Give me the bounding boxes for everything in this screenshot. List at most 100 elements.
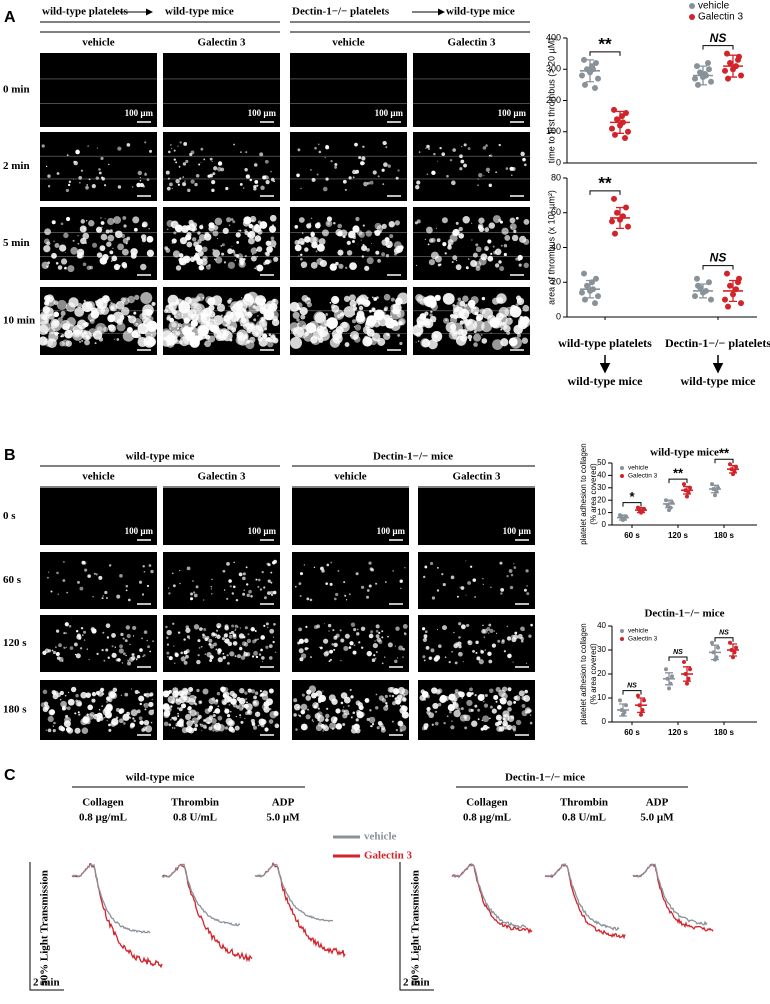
platelet-speck [350, 695, 354, 699]
significance-label: * [629, 489, 635, 504]
platelet-speck [420, 338, 430, 348]
platelet-speck [435, 655, 441, 661]
legend-marker [689, 14, 695, 20]
platelet-speck [125, 242, 128, 245]
platelet-speck [387, 642, 393, 648]
platelet-speck [416, 315, 427, 326]
platelet-speck [385, 253, 390, 258]
platelet-speck [215, 699, 219, 703]
platelet-speck [371, 242, 373, 244]
platelet-speck [254, 691, 259, 695]
platelet-speck [216, 303, 226, 312]
platelet-speck [214, 633, 218, 637]
platelet-speck [213, 642, 217, 647]
platelet-speck [362, 299, 371, 307]
recipient-label: wild-type mice [568, 374, 644, 388]
platelet-speck [177, 145, 179, 147]
platelet-speck [311, 719, 314, 721]
platelet-speck [500, 244, 503, 247]
platelet-speck [197, 307, 199, 309]
platelet-speck [235, 715, 237, 718]
data-point [725, 303, 731, 310]
platelet-speck [323, 651, 329, 657]
platelet-speck [149, 694, 152, 697]
platelet-speck [394, 220, 400, 226]
platelet-speck [274, 651, 277, 653]
platelet-speck [524, 707, 531, 714]
platelet-speck [199, 723, 201, 725]
platelet-speck [44, 331, 48, 334]
platelet-speck [400, 693, 406, 699]
platelet-speck [215, 637, 217, 639]
platelet-speck [88, 658, 90, 661]
platelet-speck [98, 709, 101, 711]
platelet-speck [363, 181, 368, 187]
platelet-speck [231, 624, 235, 628]
platelet-speck [349, 641, 354, 646]
platelet-speck [369, 180, 374, 185]
row-label: 60 s [3, 574, 22, 586]
platelet-speck [302, 266, 304, 269]
platelet-speck [119, 644, 123, 649]
platelet-speck [269, 590, 274, 595]
y-tick-label: 300 [546, 64, 561, 74]
data-point [724, 50, 730, 57]
platelet-speck [257, 724, 260, 727]
platelet-speck [508, 569, 513, 573]
platelet-speck [167, 695, 175, 704]
platelet-speck [208, 310, 216, 318]
agonist: Collagen [82, 797, 124, 809]
platelet-speck [390, 297, 395, 302]
platelet-speck [490, 252, 493, 255]
platelet-speck [177, 707, 180, 710]
platelet-speck [57, 593, 59, 595]
platelet-speck [464, 714, 471, 722]
platelet-speck [77, 242, 80, 245]
platelet-speck [397, 292, 409, 305]
platelet-speck [259, 689, 263, 693]
platelet-speck [181, 727, 188, 734]
platelet-speck [117, 185, 122, 189]
platelet-speck [168, 723, 172, 727]
platelet-speck [381, 630, 384, 633]
platelet-speck [295, 728, 298, 731]
platelet-speck [55, 646, 57, 649]
platelet-speck [234, 629, 236, 631]
data-point [694, 63, 700, 70]
platelet-speck [395, 699, 401, 705]
platelet-speck [294, 585, 297, 588]
platelet-speck [234, 655, 237, 658]
platelet-speck [78, 713, 81, 716]
platelet-speck [239, 706, 243, 711]
micrograph [163, 53, 280, 127]
x-tick-label: 180 s [714, 728, 735, 737]
platelet-speck [181, 703, 187, 709]
platelet-speck [265, 622, 269, 626]
platelet-speck [250, 258, 252, 260]
platelet-speck [503, 650, 506, 653]
platelet-speck [198, 647, 201, 649]
platelet-speck [74, 712, 77, 715]
platelet-speck [195, 585, 199, 589]
platelet-speck [298, 582, 302, 585]
platelet-speck [310, 169, 312, 171]
platelet-speck [119, 314, 125, 320]
platelet-speck [385, 317, 394, 325]
platelet-speck [236, 705, 240, 709]
platelet-speck [48, 313, 55, 320]
platelet-speck [245, 697, 248, 700]
data-point [592, 85, 598, 91]
platelet-speck [518, 263, 522, 267]
data-point [682, 660, 686, 664]
platelet-speck [183, 660, 188, 665]
platelet-speck [395, 626, 400, 631]
platelet-speck [513, 563, 515, 565]
micrograph [290, 53, 407, 127]
platelet-speck [107, 325, 111, 328]
platelet-speck [425, 147, 427, 149]
platelet-speck [230, 630, 235, 635]
platelet-speck [174, 652, 178, 657]
platelet-speck [148, 227, 150, 230]
platelet-speck [179, 569, 181, 572]
platelet-speck [246, 339, 251, 344]
